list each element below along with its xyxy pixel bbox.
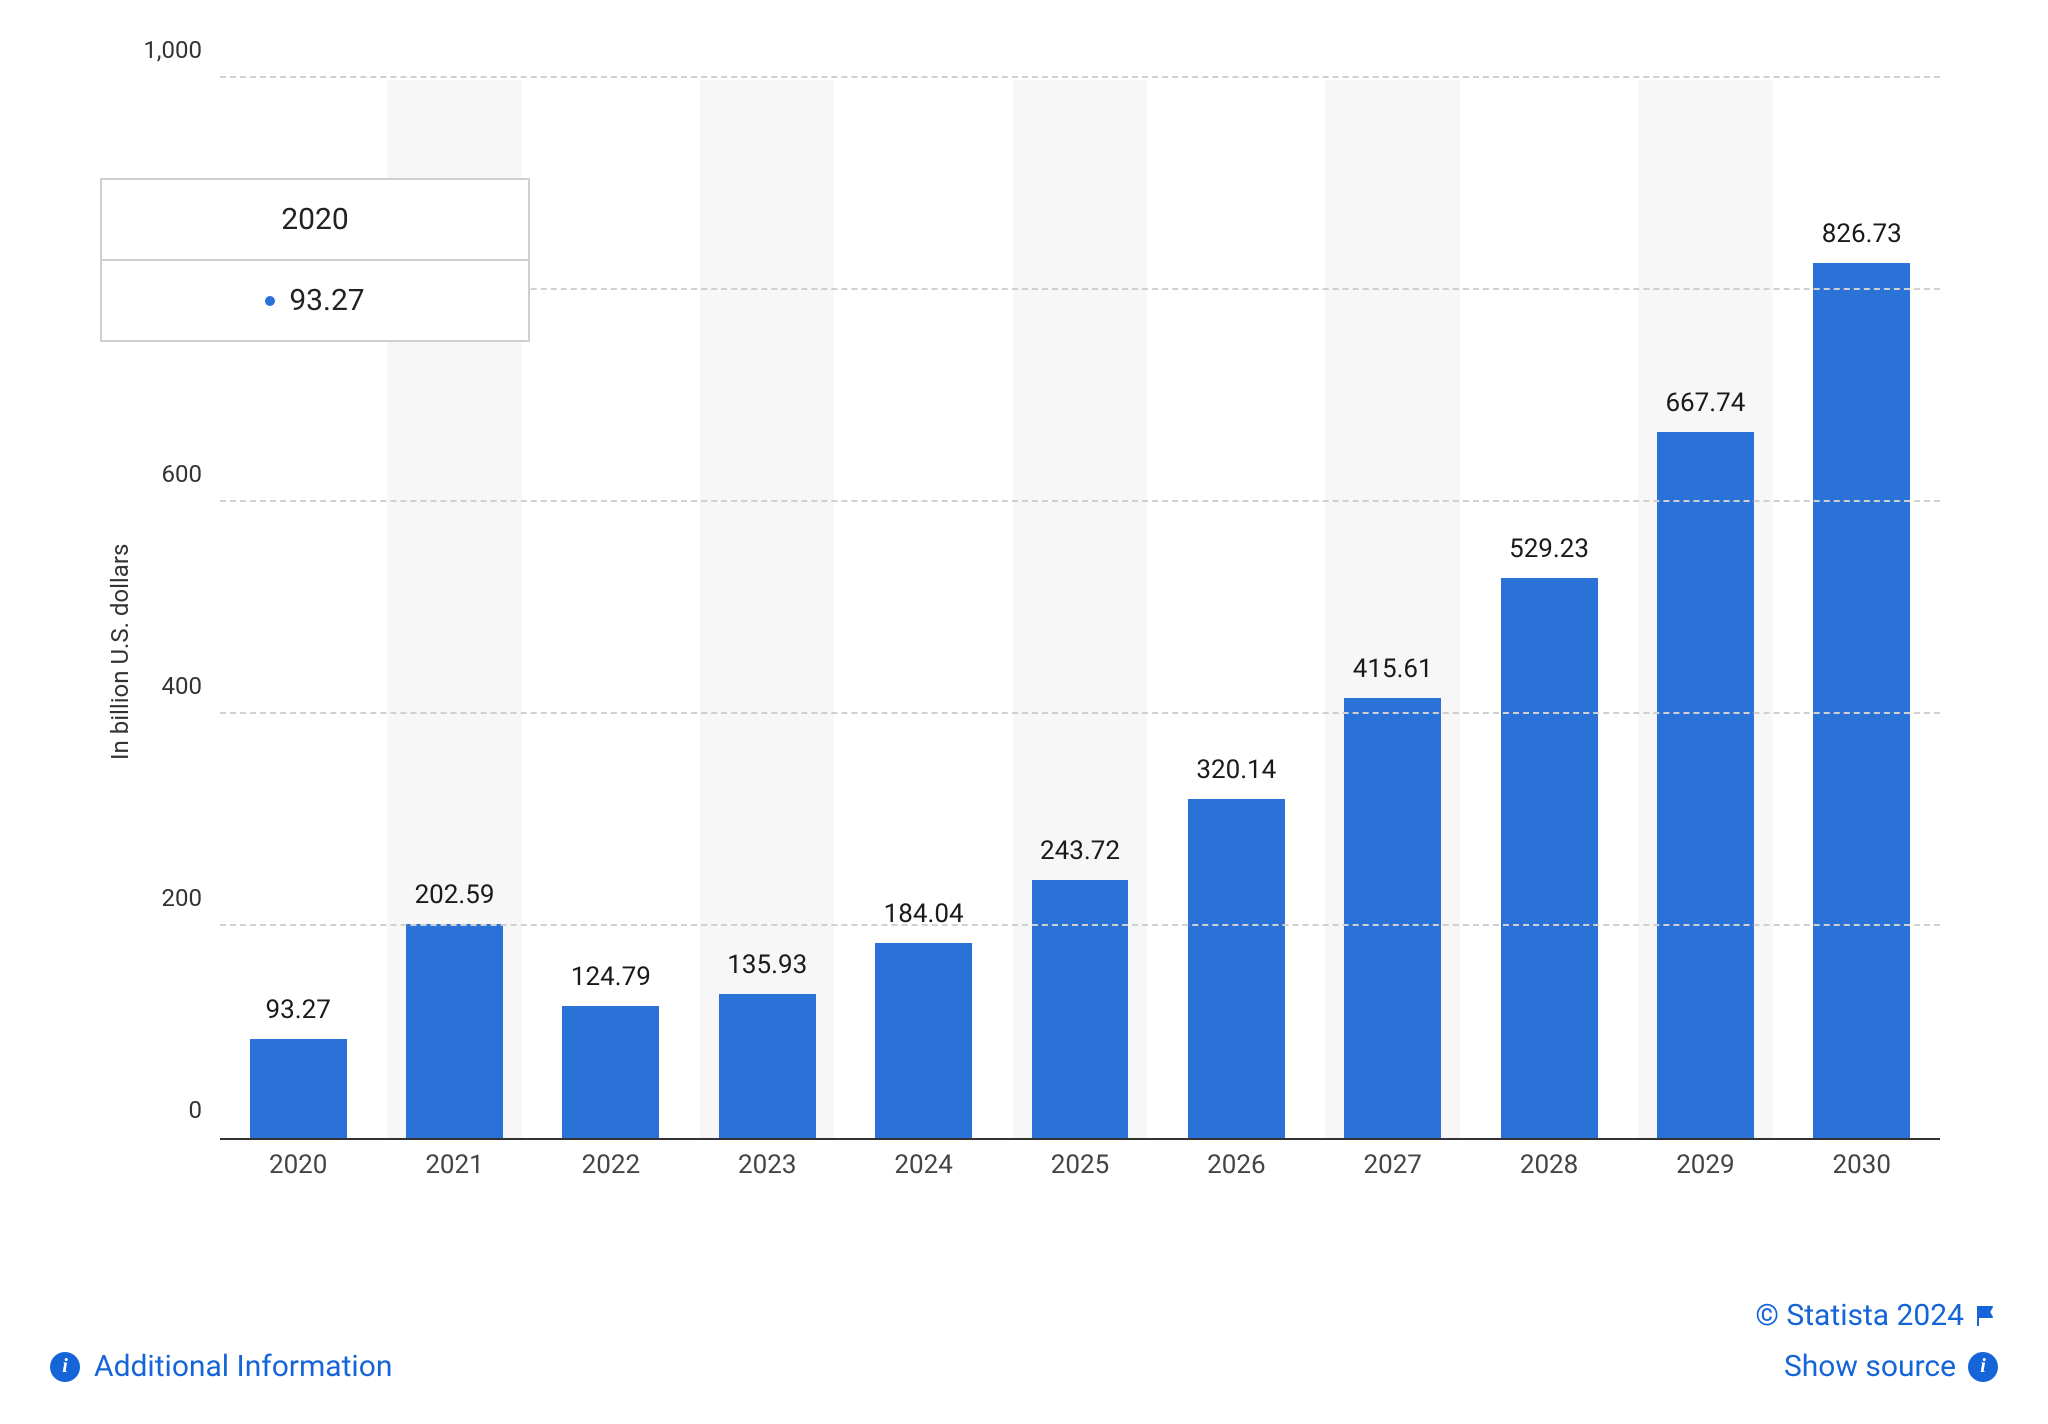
bar-value-label: 243.72 (1040, 836, 1120, 866)
x-tick-label: 2021 (376, 1150, 532, 1180)
bar[interactable]: 320.14 (1188, 799, 1285, 1138)
tooltip-row: 93.27 (102, 261, 528, 340)
y-tick-label: 1,000 (143, 36, 202, 64)
info-icon: i (1968, 1352, 1998, 1382)
y-tick-label: 600 (162, 460, 202, 488)
tooltip-series-dot (265, 296, 275, 306)
bar-value-label: 415.61 (1353, 654, 1433, 684)
bar-slot: 184.04 (845, 80, 1001, 1138)
x-tick-label: 2024 (845, 1150, 1001, 1180)
gridline (220, 924, 1940, 926)
bar-value-label: 135.93 (727, 950, 807, 980)
x-tick-label: 2029 (1627, 1150, 1783, 1180)
bar[interactable]: 243.72 (1032, 880, 1129, 1138)
bar-value-label: 826.73 (1822, 219, 1902, 249)
bar-value-label: 320.14 (1196, 755, 1276, 785)
bar-slot: 415.61 (1315, 80, 1471, 1138)
bar-slot: 826.73 (1784, 80, 1940, 1138)
footer-right: © Statista 2024 Show source i (1755, 1298, 1998, 1384)
bar-value-label: 124.79 (571, 962, 651, 992)
y-tick-label: 400 (162, 672, 202, 700)
x-axis-ticks: 2020202120222023202420252026202720282029… (220, 1150, 1940, 1180)
x-tick-label: 2020 (220, 1150, 376, 1180)
bar[interactable]: 826.73 (1813, 263, 1910, 1138)
flag-icon (1974, 1304, 1998, 1328)
gridline (220, 76, 1940, 78)
bar-slot: 320.14 (1158, 80, 1314, 1138)
bar-value-label: 667.74 (1665, 388, 1745, 418)
bar-slot: 529.23 (1471, 80, 1627, 1138)
x-tick-label: 2022 (533, 1150, 689, 1180)
tooltip-header: 2020 (102, 180, 528, 261)
additional-information-label: Additional Information (94, 1349, 392, 1384)
copyright-label: © Statista 2024 (1755, 1298, 1964, 1333)
copyright-text: © Statista 2024 (1755, 1298, 1998, 1333)
show-source-label: Show source (1784, 1349, 1956, 1384)
bar[interactable]: 124.79 (562, 1006, 659, 1138)
x-tick-label: 2028 (1471, 1150, 1627, 1180)
bar-value-label: 529.23 (1509, 534, 1589, 564)
y-axis-label: In billion U.S. dollars (106, 544, 134, 760)
bar[interactable]: 202.59 (406, 924, 503, 1138)
bar[interactable]: 667.74 (1657, 432, 1754, 1138)
additional-information-link[interactable]: i Additional Information (50, 1349, 392, 1384)
bar-slot: 135.93 (689, 80, 845, 1138)
chart-footer: i Additional Information © Statista 2024… (50, 1298, 1998, 1384)
bar[interactable]: 135.93 (719, 994, 816, 1138)
bar[interactable]: 93.27 (250, 1039, 347, 1138)
bar-slot: 243.72 (1002, 80, 1158, 1138)
bar-value-label: 202.59 (415, 880, 495, 910)
gridline (220, 712, 1940, 714)
tooltip-value: 93.27 (289, 283, 364, 318)
x-tick-label: 2026 (1158, 1150, 1314, 1180)
show-source-link[interactable]: Show source i (1755, 1349, 1998, 1384)
bar-value-label: 93.27 (266, 995, 331, 1025)
y-tick-label: 200 (162, 884, 202, 912)
bar[interactable]: 415.61 (1344, 698, 1441, 1138)
bar-slot: 667.74 (1627, 80, 1783, 1138)
bar[interactable]: 529.23 (1501, 578, 1598, 1138)
chart-container: In billion U.S. dollars 93.27 202.59 124.7… (50, 60, 1950, 1260)
info-icon: i (50, 1352, 80, 1382)
bar-slot: 124.79 (533, 80, 689, 1138)
x-tick-label: 2025 (1002, 1150, 1158, 1180)
x-tick-label: 2023 (689, 1150, 845, 1180)
bar[interactable]: 184.04 (875, 943, 972, 1138)
gridline (220, 500, 1940, 502)
y-tick-label: 0 (189, 1096, 203, 1124)
x-tick-label: 2027 (1315, 1150, 1471, 1180)
x-tick-label: 2030 (1784, 1150, 1940, 1180)
chart-tooltip: 2020 93.27 (100, 178, 530, 342)
